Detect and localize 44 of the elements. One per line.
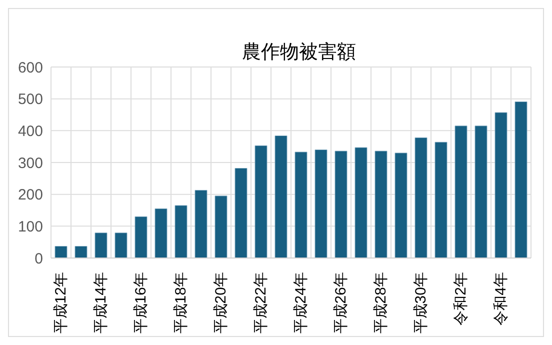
bar	[214, 196, 228, 258]
bar	[294, 152, 308, 258]
x-tick-label: 平成16年	[132, 272, 150, 334]
bar	[414, 137, 428, 258]
x-tick-label: 平成14年	[92, 272, 110, 334]
bar	[474, 126, 488, 258]
bar	[134, 216, 148, 258]
x-tick-label: 平成30年	[412, 272, 430, 334]
bar	[94, 232, 108, 258]
bar	[434, 142, 448, 258]
x-tick-label: 令和4年	[492, 272, 510, 326]
chart-title: 農作物被害額	[242, 42, 356, 63]
x-tick-label: 令和2年	[452, 272, 470, 326]
bar	[234, 168, 248, 258]
y-tick-label: 200	[18, 186, 43, 204]
bar	[54, 246, 68, 258]
y-tick-label: 600	[18, 59, 43, 76]
bar	[354, 147, 368, 258]
bar	[374, 150, 388, 258]
bar	[314, 150, 328, 258]
bar	[194, 190, 208, 258]
x-tick-label: 平成12年	[52, 272, 70, 334]
bar	[514, 101, 528, 258]
y-tick-label: 400	[18, 122, 43, 140]
bar	[154, 208, 168, 258]
x-tick-label: 平成24年	[292, 272, 310, 334]
x-tick-label: 平成18年	[172, 272, 190, 334]
bar	[114, 232, 128, 258]
bar	[274, 136, 288, 258]
x-tick-label: 平成20年	[212, 272, 230, 334]
y-tick-label: 0	[34, 250, 43, 268]
x-tick-label: 平成26年	[332, 272, 350, 334]
bar	[454, 126, 468, 258]
bar	[174, 205, 188, 258]
bar	[74, 246, 88, 258]
y-tick-label: 300	[18, 154, 43, 172]
bar	[334, 150, 348, 258]
bar	[254, 145, 268, 258]
y-tick-label: 100	[18, 218, 43, 236]
x-tick-label: 平成28年	[372, 272, 390, 334]
bar	[394, 152, 408, 258]
y-tick-label: 500	[18, 91, 43, 108]
bar	[494, 112, 508, 258]
x-tick-label: 平成22年	[252, 272, 270, 334]
